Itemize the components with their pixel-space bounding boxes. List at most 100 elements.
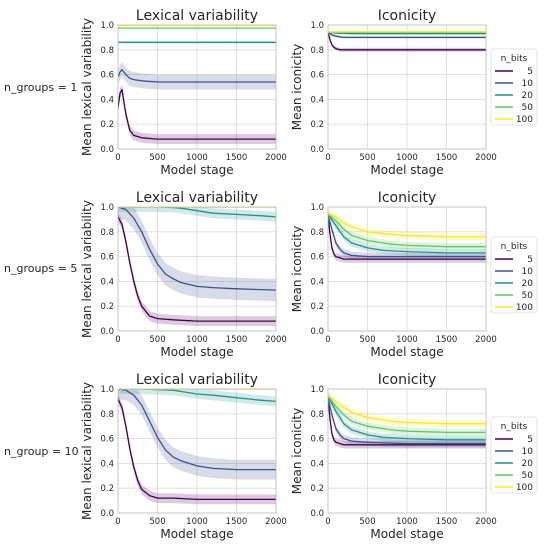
legend-label-100: 100 xyxy=(516,483,533,493)
legend-label-20: 20 xyxy=(522,459,534,469)
band-nbits-20 xyxy=(328,210,486,257)
x-tick-label: 0 xyxy=(115,335,120,345)
y-tick-label: 0.8 xyxy=(100,410,114,420)
x-axis-label: Model stage xyxy=(160,163,233,177)
series-group xyxy=(118,207,276,326)
x-axis-label: Model stage xyxy=(160,345,233,359)
line-nbits-20 xyxy=(328,396,486,441)
band-nbits-10 xyxy=(118,207,276,302)
x-tick-label: 500 xyxy=(149,335,165,345)
line-nbits-5 xyxy=(328,397,486,446)
band-nbits-20 xyxy=(328,392,486,444)
line-nbits-50 xyxy=(328,213,486,248)
line-nbits-5 xyxy=(328,32,486,51)
y-tick-label: 1.0 xyxy=(100,203,114,213)
y-tick-label: 0.0 xyxy=(100,327,114,337)
legend-label-20: 20 xyxy=(522,91,534,101)
y-tick-label: 0.8 xyxy=(100,46,114,56)
band-nbits-5 xyxy=(118,84,276,144)
plot-frame xyxy=(327,206,487,332)
y-tick-label: 0.2 xyxy=(100,484,114,494)
row-label-n-groups-1: n_groups = 1 xyxy=(4,81,77,94)
band-nbits-100 xyxy=(328,391,486,428)
x-axis-label: Model stage xyxy=(370,527,443,541)
band-nbits-20 xyxy=(118,207,276,222)
band-nbits-50 xyxy=(328,392,486,437)
x-tick-label: 1000 xyxy=(396,153,418,163)
y-tick-label: 0.2 xyxy=(310,484,324,494)
x-tick-label: 2000 xyxy=(475,335,497,345)
y-tick-label: 0.6 xyxy=(310,253,324,263)
panel-title: Lexical variability xyxy=(136,372,258,388)
x-tick-label: 1000 xyxy=(396,517,418,527)
series-group xyxy=(328,30,486,52)
x-axis-label: Model stage xyxy=(160,527,233,541)
line-nbits-10 xyxy=(118,68,276,83)
x-tick-label: 1500 xyxy=(436,335,458,345)
row-label-n-groups-5: n_groups = 5 xyxy=(4,262,77,275)
line-nbits-20 xyxy=(328,214,486,254)
line-nbits-10 xyxy=(118,389,276,471)
panel-title: Lexical variability xyxy=(136,8,258,24)
panel-2-1: 0 500 1000 1500 2000 0.0 0.2 0.4 0.6 0.8 1.0 Iconic… xyxy=(290,372,497,541)
x-tick-label: 2000 xyxy=(265,153,287,163)
legend-box xyxy=(490,236,538,314)
y-tick-label: 0.4 xyxy=(100,277,114,287)
x-tick-label: 1500 xyxy=(226,517,248,527)
x-tick-label: 1000 xyxy=(186,153,208,163)
y-tick-label: 0.2 xyxy=(100,302,114,312)
legend-label-100: 100 xyxy=(516,115,533,125)
y-tick-label: 1.0 xyxy=(100,21,114,31)
line-nbits-10 xyxy=(328,397,486,445)
line-nbits-100 xyxy=(328,394,486,425)
y-axis-label: Mean lexical variability xyxy=(80,200,94,338)
y-tick-label: 0.2 xyxy=(310,120,324,130)
line-nbits-10 xyxy=(118,207,276,291)
x-tick-label: 2000 xyxy=(265,517,287,527)
x-tick-label: 1000 xyxy=(186,517,208,527)
y-tick-label: 0.4 xyxy=(310,95,324,105)
legend-title: n_bits xyxy=(501,54,528,64)
x-tick-label: 0 xyxy=(325,153,330,163)
panel-2-0: 0 500 1000 1500 2000 0.0 0.2 0.4 0.6 0.8 1.0 Lexica… xyxy=(80,372,287,541)
y-tick-label: 1.0 xyxy=(310,203,324,213)
legend-box xyxy=(490,48,538,126)
x-axis-label: Model stage xyxy=(370,163,443,177)
line-nbits-50 xyxy=(328,395,486,434)
line-nbits-20 xyxy=(118,207,276,218)
band-nbits-5 xyxy=(328,212,486,263)
y-tick-label: 0.0 xyxy=(310,327,324,337)
y-tick-label: 0.6 xyxy=(310,71,324,81)
y-tick-label: 0.8 xyxy=(310,410,324,420)
x-tick-label: 500 xyxy=(359,335,375,345)
x-axis-label: Model stage xyxy=(370,345,443,359)
y-tick-label: 0.6 xyxy=(100,435,114,445)
y-tick-label: 0.6 xyxy=(100,71,114,81)
x-tick-label: 0 xyxy=(325,517,330,527)
panel-1-0: 0 500 1000 1500 2000 0.0 0.2 0.4 0.6 0.8 1.0 Lexica… xyxy=(80,190,287,359)
y-tick-label: 0.0 xyxy=(310,509,324,519)
legend-box xyxy=(490,416,538,494)
band-nbits-100 xyxy=(328,209,486,241)
x-tick-label: 2000 xyxy=(475,517,497,527)
row-label-n-group-10: n_group = 10 xyxy=(4,445,79,458)
legend-label-50: 50 xyxy=(522,291,534,301)
x-tick-label: 1500 xyxy=(226,335,248,345)
series-group xyxy=(118,25,276,144)
legend-label-10: 10 xyxy=(522,267,534,277)
y-axis-label: Mean iconicity xyxy=(290,226,304,312)
band-nbits-10 xyxy=(328,212,486,261)
y-tick-label: 0.4 xyxy=(310,459,324,469)
legend-label-10: 10 xyxy=(522,447,534,457)
x-tick-label: 1500 xyxy=(226,153,248,163)
y-tick-label: 0.2 xyxy=(100,120,114,130)
y-axis-label: Mean iconicity xyxy=(290,408,304,494)
y-tick-label: 0.6 xyxy=(310,435,324,445)
legend: n_bits 5 10 20 50 100 xyxy=(490,48,538,126)
line-nbits-5 xyxy=(118,216,276,322)
y-tick-label: 1.0 xyxy=(100,385,114,395)
x-tick-label: 0 xyxy=(325,335,330,345)
plot-frame xyxy=(117,24,277,150)
x-tick-label: 500 xyxy=(359,153,375,163)
